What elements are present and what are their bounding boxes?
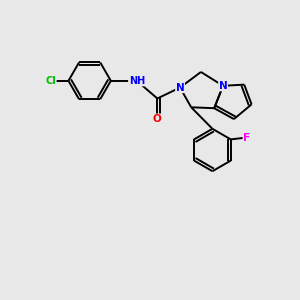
Text: F: F [243,133,250,143]
Text: NH: NH [129,76,145,86]
Text: N: N [176,82,184,93]
Text: N: N [219,81,227,91]
Text: Cl: Cl [45,76,56,86]
Text: O: O [153,114,162,124]
